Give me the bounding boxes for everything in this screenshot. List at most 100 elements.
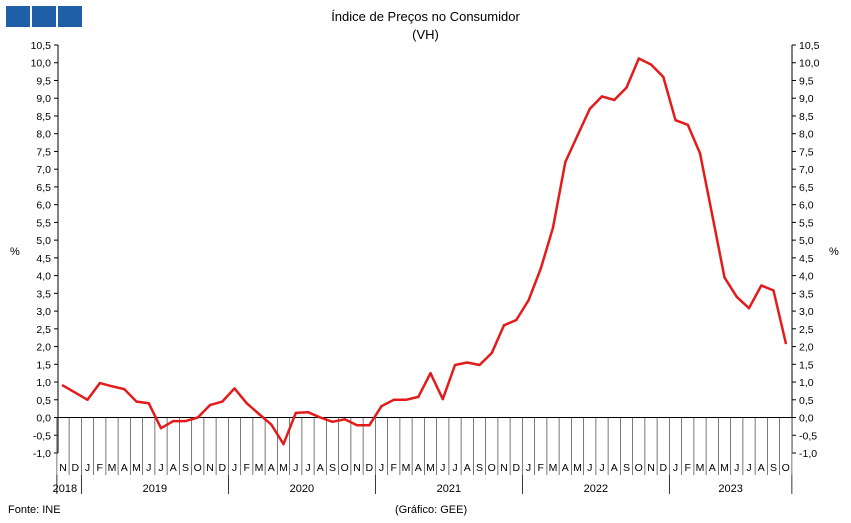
y-tick-label-right: 10,0 [799, 58, 820, 70]
month-label: S [329, 462, 336, 474]
month-label: J [85, 462, 90, 474]
y-tick-label-right: 4,0 [799, 271, 814, 283]
month-label: M [279, 462, 288, 474]
data-point [331, 420, 334, 423]
data-point [392, 398, 395, 401]
month-label: S [476, 462, 483, 474]
y-tick-label-right: -0,5 [799, 430, 817, 442]
month-label: M [720, 462, 729, 474]
month-label: N [647, 462, 655, 474]
year-label: 2020 [290, 483, 314, 495]
month-label: O [194, 462, 202, 474]
data-point [74, 391, 77, 394]
data-point [429, 371, 432, 375]
y-tick-label-right: 8,5 [799, 111, 814, 123]
y-tick-label-right: 0,5 [799, 395, 814, 407]
data-point [478, 363, 481, 367]
data-point [208, 403, 212, 407]
data-point [270, 423, 273, 426]
month-label: J [452, 462, 457, 474]
month-label: J [746, 462, 751, 474]
data-point [98, 381, 101, 385]
data-point [404, 398, 408, 401]
y-tick-label-right: 4,5 [799, 253, 814, 265]
data-point [723, 276, 726, 279]
data-point [368, 424, 371, 427]
data-point [417, 395, 420, 399]
month-label: O [341, 462, 349, 474]
month-label: A [562, 462, 569, 474]
month-label: N [59, 462, 67, 474]
month-label: M [549, 462, 558, 474]
series-line [61, 57, 788, 446]
data-point [551, 226, 555, 229]
month-label: M [696, 462, 705, 474]
data-point [625, 86, 628, 89]
month-label: A [121, 462, 128, 474]
y-tick-label-right: 5,0 [799, 235, 814, 247]
data-point [319, 416, 322, 419]
data-point [772, 289, 775, 292]
month-label: F [538, 462, 544, 474]
data-point [490, 351, 493, 355]
data-point [257, 412, 261, 416]
data-point [564, 160, 567, 164]
month-label: J [440, 462, 445, 474]
month-label: F [97, 462, 103, 474]
y-tick-label-right: 9,5 [799, 75, 814, 87]
month-label: S [623, 462, 630, 474]
month-label: A [464, 462, 471, 474]
month-label: D [218, 462, 226, 474]
data-point [233, 387, 236, 390]
y-tick-label-right: 8,0 [799, 129, 814, 141]
month-label: S [770, 462, 777, 474]
month-label: J [293, 462, 298, 474]
y-tick-label-left: 6,0 [36, 200, 51, 212]
data-point [613, 98, 616, 102]
data-point [747, 307, 751, 310]
year-label: 2023 [718, 483, 742, 495]
y-tick-label-right: 6,5 [799, 182, 814, 194]
y-tick-label-right: 9,0 [799, 93, 814, 105]
month-label: M [132, 462, 141, 474]
y-tick-label-right: 2,0 [799, 342, 814, 354]
month-label: J [587, 462, 592, 474]
data-point [196, 416, 199, 419]
data-point [637, 57, 640, 60]
month-label: S [182, 462, 189, 474]
month-label: F [685, 462, 691, 474]
year-label: 2018 [53, 483, 77, 495]
month-label: J [305, 462, 310, 474]
data-point [441, 397, 444, 401]
chart-subtitle: (VH) [412, 27, 439, 42]
y-tick-label-left: 4,5 [36, 253, 51, 265]
data-point [172, 419, 175, 423]
y-tick-label-left: 0,0 [36, 413, 51, 425]
chart-title: Índice de Preços no Consumidor [331, 9, 520, 24]
data-point [159, 426, 163, 430]
month-label: J [158, 462, 163, 474]
credit-note: (Gráfico: GEE) [395, 504, 468, 516]
y-tick-label-left: 3,5 [36, 288, 51, 300]
month-label: A [709, 462, 716, 474]
data-point [662, 75, 665, 79]
year-label: 2022 [584, 483, 608, 495]
month-label: J [599, 462, 604, 474]
month-label: M [255, 462, 264, 474]
y-tick-label-right: 6,0 [799, 200, 814, 212]
y-tick-label-left: 7,0 [36, 164, 51, 176]
y-tick-label-right: 3,0 [799, 306, 814, 318]
month-label: D [659, 462, 667, 474]
y-tick-label-left: 2,0 [36, 342, 51, 354]
y-tick-label-right: 7,5 [799, 146, 814, 158]
data-point [711, 214, 714, 217]
y-tick-label-right: 0,0 [799, 413, 814, 425]
data-point [61, 384, 65, 387]
data-point [343, 418, 346, 421]
y-tick-label-left: 9,0 [36, 93, 51, 105]
data-point [380, 404, 383, 408]
y-axis-unit-left: % [10, 246, 20, 258]
y-tick-label-left: 6,5 [36, 182, 51, 194]
y-tick-label-left: -0,5 [33, 430, 51, 442]
month-label: O [635, 462, 643, 474]
